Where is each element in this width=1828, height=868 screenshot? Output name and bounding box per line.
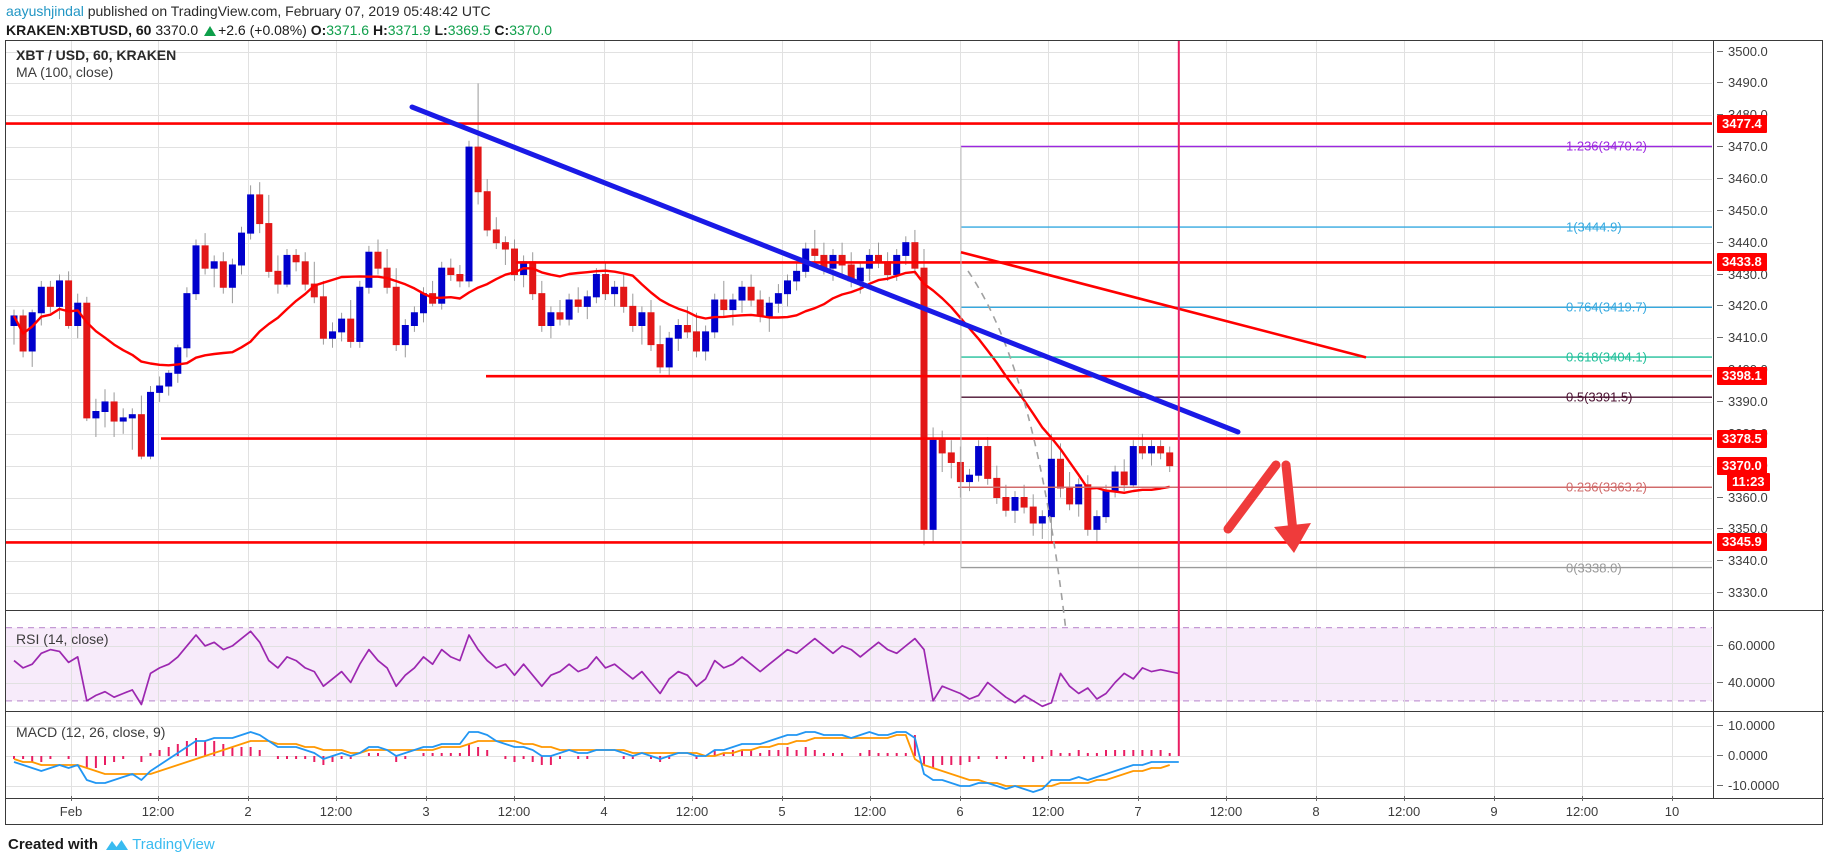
price-change: +2.6 (+0.08%) xyxy=(218,22,307,38)
time-tick-label: 12:00 xyxy=(497,804,531,819)
time-tick-mark xyxy=(1404,796,1405,801)
price-tick-label: 3450.0 xyxy=(1717,204,1768,217)
time-tick-label: Feb xyxy=(59,804,83,819)
tradingview-logo-icon xyxy=(105,837,129,853)
time-tick-mark xyxy=(692,796,693,801)
author-name[interactable]: aayushjindal xyxy=(6,3,84,19)
price-tick-label: 3440.0 xyxy=(1717,236,1768,249)
last-price: 3370.0 xyxy=(155,22,199,38)
time-tick-mark xyxy=(158,796,159,801)
ohlc-low-value: 3369.5 xyxy=(447,22,491,38)
macd-tick-label: 10.0000 xyxy=(1717,719,1775,732)
price-level-tag[interactable]: 3433.8 xyxy=(1717,253,1767,272)
time-tick-mark xyxy=(1138,796,1139,801)
tradingview-brand[interactable]: TradingView xyxy=(132,836,215,853)
price-level-tag[interactable]: 3477.4 xyxy=(1717,114,1767,133)
publish-line: aayushjindal published on TradingView.co… xyxy=(6,3,491,19)
time-tick-mark xyxy=(1672,796,1673,801)
time-tick-mark xyxy=(426,796,427,801)
macd-legend: MACD (12, 26, close, 9) xyxy=(16,724,166,740)
ohlc-open-label: O: xyxy=(310,22,327,38)
time-tick-mark xyxy=(604,796,605,801)
price-tick-label: 3420.0 xyxy=(1717,299,1768,312)
time-tick-mark xyxy=(71,796,72,801)
price-pane-legend: XBT / USD, 60, KRAKEN xyxy=(16,47,177,63)
time-tick-label: 12:00 xyxy=(1031,804,1065,819)
time-tick-label: 12:00 xyxy=(1565,804,1599,819)
time-tick-label: 7 xyxy=(1134,804,1142,819)
time-tick-mark xyxy=(1048,796,1049,801)
macd-tick-label: -10.0000 xyxy=(1717,779,1779,792)
time-tick-label: 12:00 xyxy=(675,804,709,819)
ohlc-low-label: L: xyxy=(434,22,448,38)
price-tick-label: 3340.0 xyxy=(1717,554,1768,567)
time-tick-label: 12:00 xyxy=(319,804,353,819)
time-tick-mark xyxy=(870,796,871,801)
time-tick-mark xyxy=(1494,796,1495,801)
chart-frame[interactable]: XBT / USD, 60, KRAKEN MA (100, close) RS… xyxy=(5,40,1824,826)
time-tick-mark xyxy=(782,796,783,801)
price-tick-label: 3390.0 xyxy=(1717,395,1768,408)
time-tick-label: 12:00 xyxy=(1209,804,1243,819)
price-level-tag[interactable]: 3345.9 xyxy=(1717,533,1767,552)
time-tick-mark xyxy=(336,796,337,801)
ohlc-close-label: C: xyxy=(494,22,510,38)
ma-legend: MA (100, close) xyxy=(16,64,114,80)
price-tick-label: 3330.0 xyxy=(1717,586,1768,599)
time-tick-mark xyxy=(1582,796,1583,801)
time-tick-label: 3 xyxy=(422,804,430,819)
time-tick-label: 9 xyxy=(1490,804,1498,819)
time-tick-label: 2 xyxy=(244,804,252,819)
price-tick-label: 3500.0 xyxy=(1717,45,1768,58)
created-with-label: Created with xyxy=(8,836,99,853)
time-tick-label: 12:00 xyxy=(1387,804,1421,819)
symbol-label[interactable]: KRAKEN:XBTUSD, 60 xyxy=(6,22,152,38)
price-tick-label: 3460.0 xyxy=(1717,172,1768,185)
rsi-tick-label: 40.0000 xyxy=(1717,676,1775,689)
ohlc-open-value: 3371.6 xyxy=(326,22,370,38)
time-tick-label: 4 xyxy=(600,804,608,819)
price-tick-label: 3410.0 xyxy=(1717,331,1768,344)
price-axis[interactable]: 3500.03490.03480.03470.03460.03450.03440… xyxy=(1713,41,1822,824)
publish-meta: published on TradingView.com, February 0… xyxy=(83,3,491,19)
price-tick-label: 3350.0 xyxy=(1717,522,1768,535)
time-tick-label: 5 xyxy=(778,804,786,819)
price-tick-label: 3490.0 xyxy=(1717,76,1768,89)
time-tick-mark xyxy=(1226,796,1227,801)
time-tick-mark xyxy=(514,796,515,801)
time-tick-mark xyxy=(960,796,961,801)
triangle-up-icon xyxy=(204,26,217,36)
time-tick-label: 12:00 xyxy=(853,804,887,819)
footer-attribution: Created with TradingView xyxy=(8,836,215,853)
price-level-tag[interactable]: 3378.5 xyxy=(1717,429,1767,448)
symbol-quote-line: KRAKEN:XBTUSD, 60 3370.0 +2.6 (+0.08%) O… xyxy=(6,22,552,38)
price-tick-label: 3360.0 xyxy=(1717,491,1768,504)
time-tick-label: 10 xyxy=(1664,804,1680,819)
time-tick-label: 6 xyxy=(956,804,964,819)
ohlc-close-value: 3370.0 xyxy=(509,22,553,38)
macd-tick-label: 0.0000 xyxy=(1717,749,1768,762)
time-tick-mark xyxy=(248,796,249,801)
price-level-tag[interactable]: 3398.1 xyxy=(1717,367,1767,386)
ohlc-high-label: H: xyxy=(372,22,388,38)
ohlc-high-value: 3371.9 xyxy=(387,22,431,38)
chart-plot-area[interactable] xyxy=(6,41,1824,826)
time-tick-mark xyxy=(1316,796,1317,801)
time-axis[interactable]: Feb 12:00 2 12:00 3 12:00 4 12:00 5 12:00 6 12:00 7 1… xyxy=(6,796,1822,824)
current-time-tag[interactable]: 11:23 xyxy=(1727,472,1770,491)
rsi-legend: RSI (14, close) xyxy=(16,631,109,647)
time-tick-label: 8 xyxy=(1312,804,1320,819)
price-tick-label: 3470.0 xyxy=(1717,140,1768,153)
rsi-tick-label: 60.0000 xyxy=(1717,639,1775,652)
time-tick-label: 12:00 xyxy=(141,804,175,819)
price-level-tag[interactable]: 3370.0 xyxy=(1717,456,1767,475)
